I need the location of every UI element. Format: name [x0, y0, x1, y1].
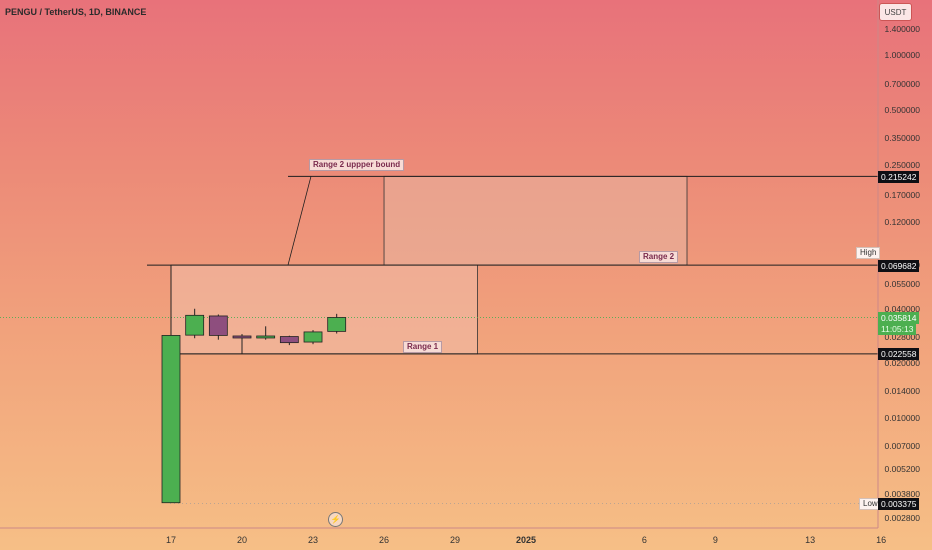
price-tick-label: 0.500000	[884, 105, 920, 116]
range1-bottom-price-tag: 0.022558	[878, 348, 920, 360]
price-tick-label: 0.002800	[884, 513, 920, 523]
time-tick-label: 26	[379, 535, 390, 545]
candle-body	[161, 335, 181, 504]
range2-upper-bound-label[interactable]: Range 2 uppper bound	[309, 159, 405, 171]
range1-label[interactable]: Range 1	[403, 341, 443, 353]
currency-button[interactable]: USDT	[879, 3, 912, 21]
high-price-tag: 0.069682	[878, 260, 920, 272]
price-tick-label: 0.007000	[884, 440, 920, 451]
candle-body	[303, 331, 323, 343]
range2-top-price-tag: 0.215242	[878, 171, 920, 183]
candle-body	[256, 335, 276, 339]
time-tick-label: 9	[712, 535, 718, 545]
price-tick-label: 1.000000	[884, 50, 920, 61]
price-tick-label: 0.700000	[884, 78, 920, 89]
candle-body	[232, 335, 252, 339]
low-price-tag: 0.003375	[878, 498, 920, 510]
time-tick-label: 2025	[516, 535, 537, 545]
low-label: Low	[859, 498, 882, 510]
price-tick-label: 0.010000	[884, 412, 920, 423]
range1-box	[170, 264, 478, 355]
time-tick-label: 20	[236, 535, 248, 545]
time-tick-label: 13	[805, 535, 816, 545]
candle-body	[185, 314, 205, 336]
candle-body	[327, 317, 347, 332]
candle-body	[208, 315, 228, 336]
candle-body	[279, 336, 299, 344]
price-tick-label: 1.400000	[884, 24, 920, 34]
range2-label[interactable]: Range 2	[639, 251, 679, 263]
price-tick-label: 0.028000	[884, 331, 920, 342]
price-tick-label: 0.120000	[884, 217, 920, 228]
countdown-tag: 11:05:13	[878, 323, 917, 335]
time-tick-label: 16	[876, 535, 887, 545]
price-tick-label: 0.350000	[884, 133, 920, 144]
price-tick-label: 0.003800	[884, 488, 920, 499]
price-tick-label: 0.020000	[884, 358, 920, 369]
symbol-title: PENGU / TetherUS, 1D, BINANCE	[5, 7, 147, 17]
time-tick-label: 6	[641, 535, 647, 545]
time-tick-label: 17	[165, 535, 177, 545]
high-label: High	[856, 247, 881, 259]
lightning-icon[interactable]: ⚡	[328, 512, 343, 527]
time-tick-label: 23	[308, 535, 319, 545]
range2-box	[383, 175, 688, 266]
price-tick-label: 0.250000	[884, 159, 920, 170]
range2-connector-line	[287, 176, 312, 266]
price-tick-label: 0.055000	[884, 278, 920, 289]
price-tick-label: 0.170000	[884, 189, 920, 200]
price-tick-label: 0.040000	[884, 303, 920, 314]
price-tick-label: 0.005200	[884, 464, 920, 475]
price-tick-label: 0.014000	[884, 386, 920, 397]
last-price-tag: 0.035814	[878, 312, 920, 324]
time-tick-label: 29	[450, 535, 461, 545]
